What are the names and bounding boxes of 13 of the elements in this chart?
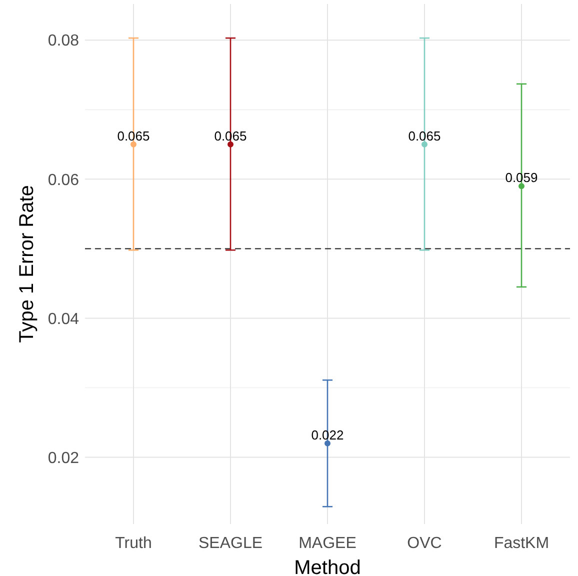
- data-label: 0.065: [408, 128, 441, 144]
- x-tick-label: SEAGLE: [198, 535, 263, 552]
- y-axis-title: Type 1 Error Rate: [16, 185, 38, 343]
- x-tick-label: MAGEE: [298, 535, 356, 552]
- point: [422, 141, 428, 148]
- x-tick-label: Truth: [115, 535, 152, 552]
- x-tick-label: FastKM: [494, 535, 550, 552]
- x-tick-label: OVC: [407, 535, 442, 552]
- y-tick-label: 0.04: [48, 310, 80, 328]
- x-axis-title: Method: [294, 557, 361, 576]
- y-tick-label: 0.06: [48, 172, 80, 189]
- y-tick-label: 0.08: [48, 32, 80, 50]
- y-tick-label: 0.02: [48, 450, 80, 467]
